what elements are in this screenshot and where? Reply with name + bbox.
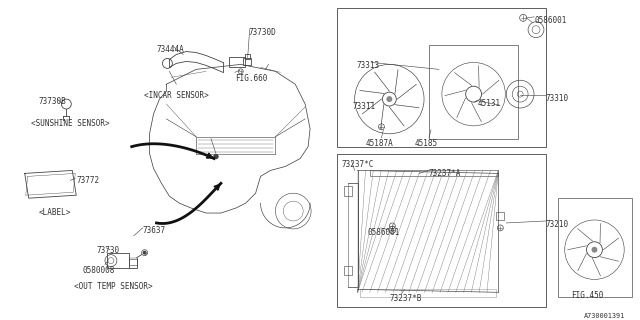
Bar [429,44,518,139]
Bar [360,289,497,297]
Bar [243,59,251,65]
Text: 73237*C: 73237*C [342,160,374,169]
Text: 73730B: 73730B [38,97,67,106]
Text: <LABEL>: <LABEL> [38,208,71,217]
Text: 73237*A: 73237*A [429,169,461,179]
Text: 0586001: 0586001 [534,16,566,25]
Text: 45131: 45131 [477,99,500,108]
Text: 0586001: 0586001 [367,228,400,237]
Bar [558,198,632,297]
Text: 73210: 73210 [546,220,569,229]
Bar [344,266,352,276]
Text: A730001391: A730001391 [584,313,625,319]
Bar [337,8,546,147]
Circle shape [214,154,218,159]
Bar [107,253,129,268]
Bar [497,212,504,220]
Bar [344,186,352,196]
Text: 73730: 73730 [96,246,119,255]
Bar [244,53,250,60]
Text: 73311: 73311 [353,102,376,111]
Text: 73237*B: 73237*B [389,294,422,303]
Text: 45185: 45185 [415,139,438,148]
Text: <SUNSHINE SENSOR>: <SUNSHINE SENSOR> [31,119,109,128]
Text: 0580008: 0580008 [82,266,115,275]
Text: FIG.450: FIG.450 [571,291,603,300]
Bar [129,259,137,265]
Text: 45187A: 45187A [365,139,394,148]
Circle shape [387,96,392,102]
Text: <OUT TEMP SENSOR>: <OUT TEMP SENSOR> [74,282,153,292]
Text: <INCAR SENSOR>: <INCAR SENSOR> [144,91,209,100]
Text: 73772: 73772 [76,176,99,185]
Text: 73730D: 73730D [249,28,276,37]
Text: 73310: 73310 [546,94,569,103]
Bar [369,171,499,176]
Text: 73313: 73313 [356,61,380,70]
Bar [337,154,546,307]
Text: 73444A: 73444A [157,44,184,53]
Bar [229,58,244,68]
Text: FIG.660: FIG.660 [235,74,267,83]
Circle shape [591,247,598,253]
Text: 73637: 73637 [143,226,166,235]
Circle shape [143,251,147,255]
